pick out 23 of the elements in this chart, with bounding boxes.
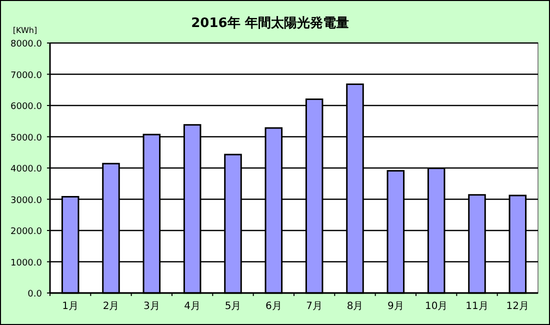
y-tick-label: 4000.0 — [10, 164, 42, 174]
y-tick-label: 8000.0 — [10, 40, 42, 50]
x-tick-label: 6月 — [265, 301, 282, 312]
y-tick-label: 1000.0 — [10, 258, 42, 268]
y-axis-title: [KWh] — [12, 26, 38, 35]
y-tick-label: 6000.0 — [10, 102, 42, 112]
y-tick-label: 5000.0 — [10, 133, 42, 144]
x-tick-label: 10月 — [424, 301, 448, 312]
x-tick-label: 8月 — [346, 301, 364, 312]
x-tick-label: 4月 — [184, 301, 201, 312]
y-tick-label: 7000.0 — [10, 70, 42, 81]
x-tick-label: 12月 — [506, 301, 530, 312]
y-tick-label: 2000.0 — [10, 227, 42, 237]
x-tick-label: 7月 — [306, 301, 323, 312]
x-tick-label: 1月 — [62, 301, 79, 312]
y-tick-label: 0.0 — [28, 290, 42, 300]
x-tick-label: 9月 — [387, 301, 404, 312]
x-tick-label: 3月 — [143, 301, 160, 312]
y-tick-label: 3000.0 — [10, 196, 42, 206]
x-tick-label: 2月 — [102, 301, 120, 312]
chart-title: 2016年 年間太陽光発電量 — [191, 16, 349, 31]
x-tick-label: 5月 — [224, 301, 242, 312]
x-tick-label: 11月 — [466, 301, 488, 312]
